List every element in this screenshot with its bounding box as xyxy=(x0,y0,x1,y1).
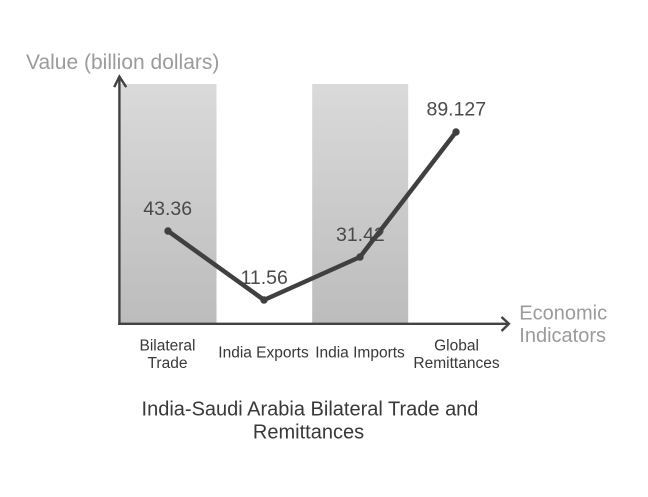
svg-text:Trade: Trade xyxy=(148,355,188,372)
svg-text:India Exports: India Exports xyxy=(218,345,309,362)
svg-text:Economic: Economic xyxy=(519,303,607,325)
svg-text:Remittances: Remittances xyxy=(253,422,364,444)
svg-text:India Imports: India Imports xyxy=(315,345,405,362)
svg-text:Value (billion dollars): Value (billion dollars) xyxy=(26,51,219,74)
svg-text:India-Saudi Arabia Bilateral T: India-Saudi Arabia Bilateral Trade and xyxy=(142,399,479,421)
svg-text:11.56: 11.56 xyxy=(241,267,288,289)
svg-text:Global: Global xyxy=(434,337,479,354)
svg-text:Indicators: Indicators xyxy=(519,325,606,347)
svg-text:89.127: 89.127 xyxy=(426,98,486,120)
svg-text:43.36: 43.36 xyxy=(143,198,192,220)
svg-text:Bilateral: Bilateral xyxy=(140,338,196,355)
svg-text:Remittances: Remittances xyxy=(413,355,499,372)
